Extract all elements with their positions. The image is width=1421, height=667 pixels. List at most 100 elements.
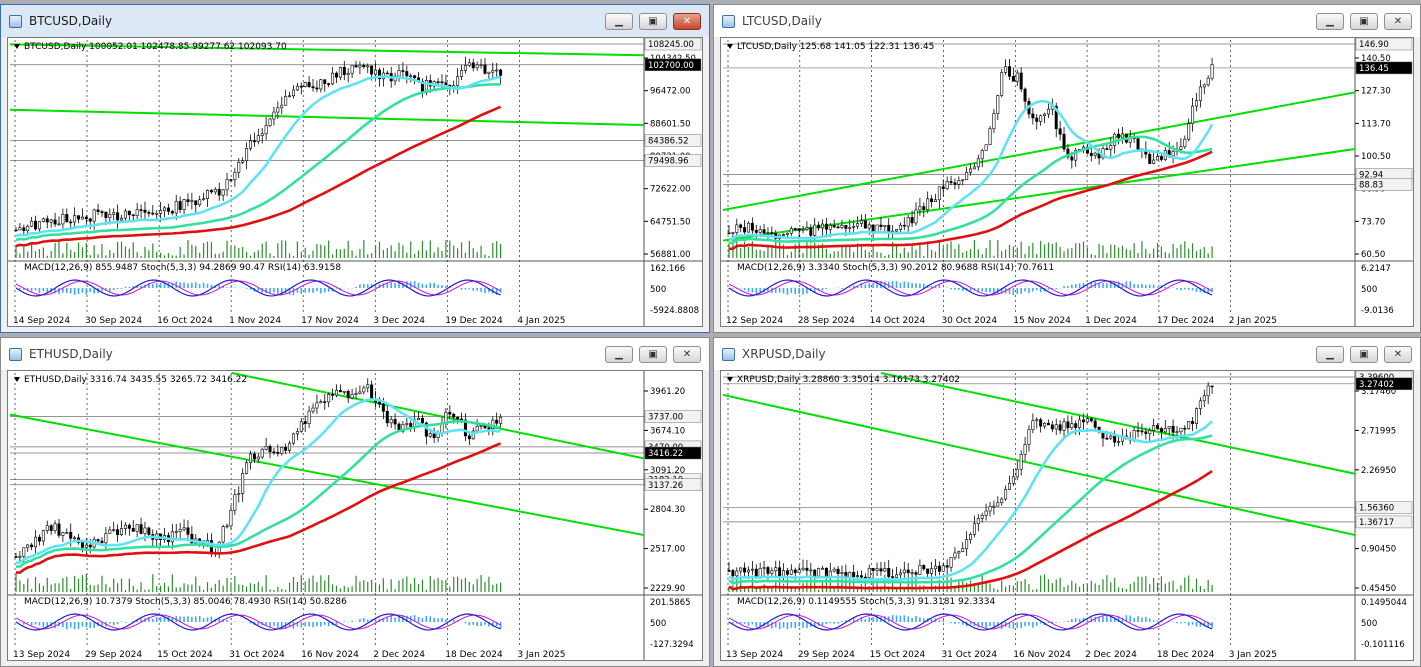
candle-body — [766, 232, 770, 234]
price-axis-label: 100.50 — [1361, 152, 1391, 162]
candle-body — [957, 551, 961, 554]
indicator-scale-label: 500 — [1361, 285, 1377, 295]
candle-body — [65, 531, 69, 534]
candle-body — [1019, 454, 1023, 470]
candle-body — [370, 384, 374, 400]
candle-body — [735, 570, 739, 577]
close-button[interactable]: ✕ — [673, 346, 701, 363]
candle-body — [1148, 430, 1152, 434]
candle-body — [467, 435, 471, 440]
indicator-scale-label: 500 — [650, 285, 666, 295]
moving-average-long — [728, 150, 1213, 251]
candle-body — [100, 540, 104, 544]
indicator-info-text: MACD(12,26,9) 3.3340 Stoch(5,3,3) 90.201… — [737, 263, 1054, 273]
candle-body — [209, 190, 213, 193]
price-axis-label: 3961.20 — [650, 387, 685, 397]
symbol-info-text: LTCUSD,Daily 125.68 141.05 122.31 136.45 — [737, 42, 934, 52]
close-button[interactable]: ✕ — [1384, 346, 1412, 363]
candle-body — [315, 402, 319, 409]
triangle-down-icon — [727, 44, 733, 49]
candle-body — [127, 210, 131, 216]
chart-canvas[interactable]: 13 Sep 2024 29 Sep 2024 15 Oct 2024 31 Oct … — [720, 370, 1414, 661]
candle-body — [1183, 427, 1187, 430]
date-axis-label: 15 Oct 2024 — [157, 650, 213, 660]
minimize-button[interactable]: ▁ — [605, 13, 633, 30]
candle-body — [135, 209, 139, 217]
candle-body — [57, 223, 61, 226]
candle-body — [256, 135, 260, 142]
candle-body — [123, 210, 127, 219]
minimize-button[interactable]: ▁ — [1316, 13, 1344, 30]
candle-body — [852, 572, 856, 577]
candle-body — [182, 199, 186, 210]
candle-body — [743, 567, 747, 573]
candle-body — [754, 568, 758, 578]
price-tag-label: 146.90 — [1359, 40, 1389, 50]
candle-body — [268, 446, 272, 453]
chart-window-btcusd[interactable]: BTCUSD,Daily ▁ ▣ ✕ 14 Sep 2024 30 Sep 202… — [0, 4, 710, 333]
moving-average-short — [728, 420, 1213, 582]
minimize-button[interactable]: ▁ — [1316, 346, 1344, 363]
maximize-button[interactable]: ▣ — [1350, 13, 1378, 30]
candle-body — [1152, 425, 1156, 431]
window-titlebar[interactable]: XRPUSD,Daily ▁ ▣ ✕ — [714, 338, 1420, 370]
window-titlebar[interactable]: ETHUSD,Daily ▁ ▣ ✕ — [1, 338, 709, 370]
moving-average-short — [728, 99, 1214, 241]
candle-body — [288, 95, 292, 98]
window-titlebar[interactable]: BTCUSD,Daily ▁ ▣ ✕ — [1, 5, 709, 37]
candle-body — [922, 206, 926, 210]
window-titlebar[interactable]: LTCUSD,Daily ▁ ▣ ✕ — [714, 5, 1420, 37]
candle-body — [1198, 86, 1202, 101]
candle-body — [354, 393, 358, 395]
stochastic-signal-line — [15, 280, 501, 296]
candle-body — [350, 393, 354, 399]
candle-body — [945, 565, 949, 568]
price-axis-label: 2.26950 — [1361, 466, 1396, 476]
candle-body — [475, 426, 479, 432]
candle-body — [108, 529, 112, 534]
close-button[interactable]: ✕ — [1384, 13, 1412, 30]
candle-body — [980, 150, 984, 160]
candle-body — [163, 207, 167, 211]
candle-body — [828, 570, 832, 577]
maximize-button[interactable]: ▣ — [639, 13, 667, 30]
chart-window-ethusd[interactable]: ETHUSD,Daily ▁ ▣ ✕ 13 Sep 2024 29 Sep 202… — [0, 337, 710, 667]
candle-body — [73, 215, 77, 223]
candle-body — [233, 171, 237, 181]
candle-body — [797, 569, 801, 573]
maximize-button[interactable]: ▣ — [639, 346, 667, 363]
chart-window-ltcusd[interactable]: LTCUSD,Daily ▁ ▣ ✕ 12 Sep 2024 28 Sep 202… — [713, 4, 1421, 333]
candle-body — [1007, 66, 1011, 77]
date-axis-label: 3 Jan 2025 — [517, 650, 565, 660]
candle-body — [205, 190, 209, 199]
candle-body — [155, 212, 159, 215]
candle-body — [53, 219, 57, 225]
candle-body — [80, 542, 84, 548]
candle-body — [409, 75, 413, 78]
chart-canvas[interactable]: 12 Sep 2024 28 Sep 2024 14 Oct 2024 30 Oct … — [720, 37, 1414, 327]
candle-body — [178, 529, 182, 533]
price-tag-label: 1.56360 — [1359, 504, 1394, 514]
candle-body — [467, 62, 471, 66]
candle-body — [992, 505, 996, 508]
chart-canvas[interactable]: 14 Sep 2024 30 Sep 2024 16 Oct 2024 1 Nov 2… — [7, 37, 703, 327]
candle-body — [319, 79, 323, 90]
candle-body — [902, 569, 906, 574]
close-button[interactable]: ✕ — [673, 13, 701, 30]
minimize-button[interactable]: ▁ — [605, 346, 633, 363]
candle-body — [34, 536, 38, 548]
price-axis-label: 60.50 — [1361, 250, 1385, 260]
indicator-scale-label: -127.3294 — [650, 640, 694, 650]
date-axis-label: 30 Oct 2024 — [941, 316, 997, 326]
candle-body — [338, 67, 342, 78]
chart-window-xrpusd[interactable]: XRPUSD,Daily ▁ ▣ ✕ 13 Sep 2024 29 Sep 202… — [713, 337, 1421, 667]
candle-body — [1093, 152, 1097, 156]
candle-body — [863, 220, 867, 229]
chart-canvas[interactable]: 13 Sep 2024 29 Sep 2024 15 Oct 2024 31 Oct … — [7, 370, 703, 661]
candle-body — [1039, 115, 1043, 122]
candle-body — [848, 226, 852, 229]
candle-body — [331, 72, 335, 85]
maximize-button[interactable]: ▣ — [1350, 346, 1378, 363]
date-axis-label: 17 Nov 2024 — [301, 316, 359, 326]
price-tag-box — [1355, 178, 1413, 191]
